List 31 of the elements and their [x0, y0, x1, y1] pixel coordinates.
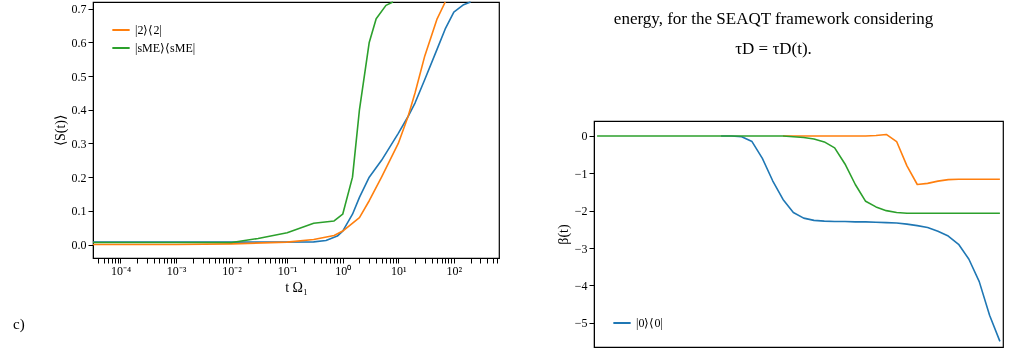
text: energy, for the SEAQT framework considering	[613, 9, 934, 28]
text: c)	[13, 316, 25, 333]
y-tick-label: −4	[574, 278, 588, 293]
text: τD = τD(t).	[735, 39, 812, 58]
y-tick-label: 0	[581, 129, 588, 144]
x-tick-label: 10⁻¹	[277, 263, 298, 278]
x-tick-label: 10⁻²	[222, 263, 243, 278]
y-tick-label: −2	[574, 204, 588, 219]
y-tick-label: −5	[574, 316, 588, 331]
x-tick-label: 10¹	[390, 263, 407, 278]
y-tick-label: 0.2	[71, 170, 87, 185]
x-tick-label: 10⁻⁴	[110, 263, 132, 278]
legend-label: |2⟩⟨2|	[135, 23, 162, 37]
y-tick-label: −1	[574, 166, 588, 181]
x-tick-label: 10⁰	[335, 263, 352, 278]
y-tick-label: 0.5	[71, 69, 87, 84]
x-tick-label: 10⁻³	[166, 263, 187, 278]
y-tick-label: 0.6	[71, 35, 87, 50]
legend-label: |0⟩⟨0|	[636, 316, 663, 330]
y-tick-label: 0.4	[71, 103, 87, 118]
x-axis-title: t Ω₁	[285, 279, 308, 295]
x-tick-label: 10²	[446, 263, 463, 278]
y-axis-title: β(t)	[555, 224, 572, 245]
y-tick-label: −3	[574, 241, 588, 256]
y-tick-label: 0.3	[71, 136, 87, 151]
y-tick-label: 0.1	[71, 204, 87, 219]
y-axis-title: ⟨S(t)⟩	[52, 115, 69, 146]
y-tick-label: 0.0	[71, 238, 87, 253]
legend-label: |sME⟩⟨sME|	[135, 41, 196, 55]
line-series	[596, 135, 1001, 215]
y-tick-label: 0.7	[71, 2, 87, 17]
